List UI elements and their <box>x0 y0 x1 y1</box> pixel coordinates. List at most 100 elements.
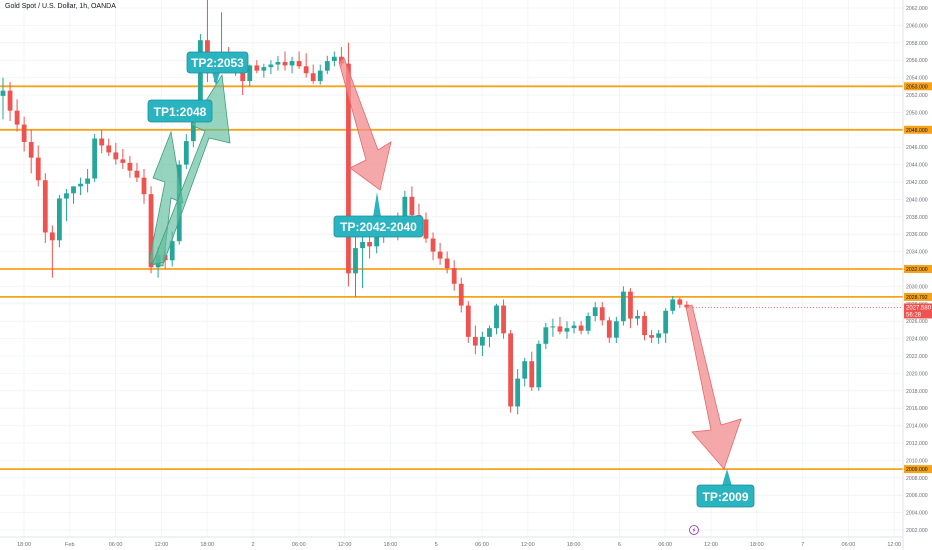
candle-body <box>585 315 591 331</box>
candle <box>268 60 274 75</box>
candle-body <box>317 70 323 82</box>
callout-pointer <box>722 469 732 486</box>
candle-body <box>642 315 647 336</box>
tp-mid-label: TP:2042-2040 <box>340 220 417 234</box>
candle-body <box>78 183 83 187</box>
y-tick-label: 2014.000 <box>906 424 928 430</box>
candle-body <box>141 177 147 195</box>
candle-body <box>346 63 351 274</box>
candle-body <box>190 115 196 142</box>
candle <box>35 145 41 187</box>
candlestick-series <box>0 0 690 415</box>
candle-body <box>494 305 499 329</box>
candle-body <box>508 333 513 407</box>
x-tick-label: 06:00 <box>475 542 489 548</box>
candle <box>275 55 281 71</box>
lightning-icon-bolt <box>692 527 696 533</box>
candle <box>458 277 464 313</box>
candle <box>296 51 302 69</box>
callout-box <box>333 215 424 238</box>
candle <box>508 329 513 413</box>
level-price-label: 2053.000 <box>906 84 928 90</box>
candle <box>649 329 654 343</box>
candle-body <box>564 328 570 332</box>
candle <box>261 63 267 78</box>
y-tick-label: 2004.000 <box>906 511 928 517</box>
candle <box>472 325 478 355</box>
candle <box>606 316 612 343</box>
candle-body <box>663 310 669 334</box>
y-tick-label: 2050.000 <box>906 110 928 116</box>
y-tick-label: 2026.000 <box>906 319 928 325</box>
candle <box>585 312 591 335</box>
tp-final-callout[interactable]: TP:2009 <box>696 469 755 508</box>
candle <box>49 225 55 278</box>
tp2-up-arrow <box>151 73 231 266</box>
tp-mid-callout[interactable]: TP:2042-2040 <box>333 192 424 238</box>
y-tick-label: 2058.000 <box>906 41 928 47</box>
candle-body <box>444 258 450 269</box>
y-tick-label: 2010.000 <box>906 458 928 464</box>
x-tick-label: 12:00 <box>155 542 169 548</box>
y-tick-label: 2024.000 <box>906 337 928 343</box>
lightning-icon[interactable] <box>689 525 699 535</box>
candle <box>437 242 443 265</box>
callout-pointer <box>373 192 381 217</box>
candle <box>621 286 626 326</box>
callout-pointer <box>212 72 220 86</box>
price-axis[interactable]: 2062.000 2060.000 2058.000 2056.000 2054.000… <box>902 0 932 550</box>
candle-body <box>198 40 203 116</box>
candle-body <box>606 320 612 338</box>
candle <box>14 99 20 132</box>
candle <box>57 195 62 248</box>
candle <box>331 51 337 67</box>
x-tick-label: 12:00 <box>338 542 352 548</box>
candle-body <box>71 186 76 194</box>
candle <box>480 331 485 356</box>
candle <box>64 188 69 222</box>
candle-body <box>28 141 34 158</box>
candle <box>85 168 90 193</box>
x-tick-label: 5 <box>435 542 438 548</box>
candle <box>522 357 528 387</box>
tp1-callout[interactable]: TP1:2048 <box>147 99 213 123</box>
time-axis[interactable]: 18:00 Feb 06:00 12:00 18:00 2 06:00 12:00 18:00 5… <box>0 536 903 548</box>
y-tick-label: 2022.000 <box>906 354 928 360</box>
candle-body <box>670 299 676 311</box>
candle <box>92 134 98 182</box>
x-tick-label: 6 <box>618 542 621 548</box>
candle <box>677 297 683 309</box>
x-tick-label: 06:00 <box>842 542 856 548</box>
candle-body <box>113 152 119 160</box>
x-tick-label: 18:00 <box>384 542 398 548</box>
candle <box>310 64 316 84</box>
tp2-callout[interactable]: TP2:2053 <box>186 51 249 86</box>
candle-body <box>613 321 619 338</box>
x-tick-label: 7 <box>801 542 804 548</box>
y-tick-label: 2030.000 <box>906 284 928 290</box>
level-price-box <box>904 292 932 301</box>
candle <box>42 173 48 243</box>
lightning-icon-circle <box>689 525 699 535</box>
candle <box>536 340 542 391</box>
candle <box>592 302 598 322</box>
candle <box>529 351 535 391</box>
candle-body <box>592 307 598 316</box>
level-price-box <box>904 82 932 91</box>
candle-body <box>501 305 506 334</box>
candle <box>451 260 457 291</box>
y-tick-label: 2042.000 <box>906 180 928 186</box>
candle-body <box>268 64 274 68</box>
candle-body <box>0 90 6 96</box>
candle-body <box>571 325 577 329</box>
candle-body <box>628 291 633 319</box>
y-tick-label: 2054.000 <box>906 76 928 82</box>
x-tick-label: 06:00 <box>292 542 306 548</box>
candle <box>515 369 521 415</box>
candle <box>557 316 563 335</box>
candle-body <box>331 56 337 62</box>
candle-body <box>599 307 605 321</box>
candle <box>289 56 295 74</box>
candle <box>282 51 288 71</box>
